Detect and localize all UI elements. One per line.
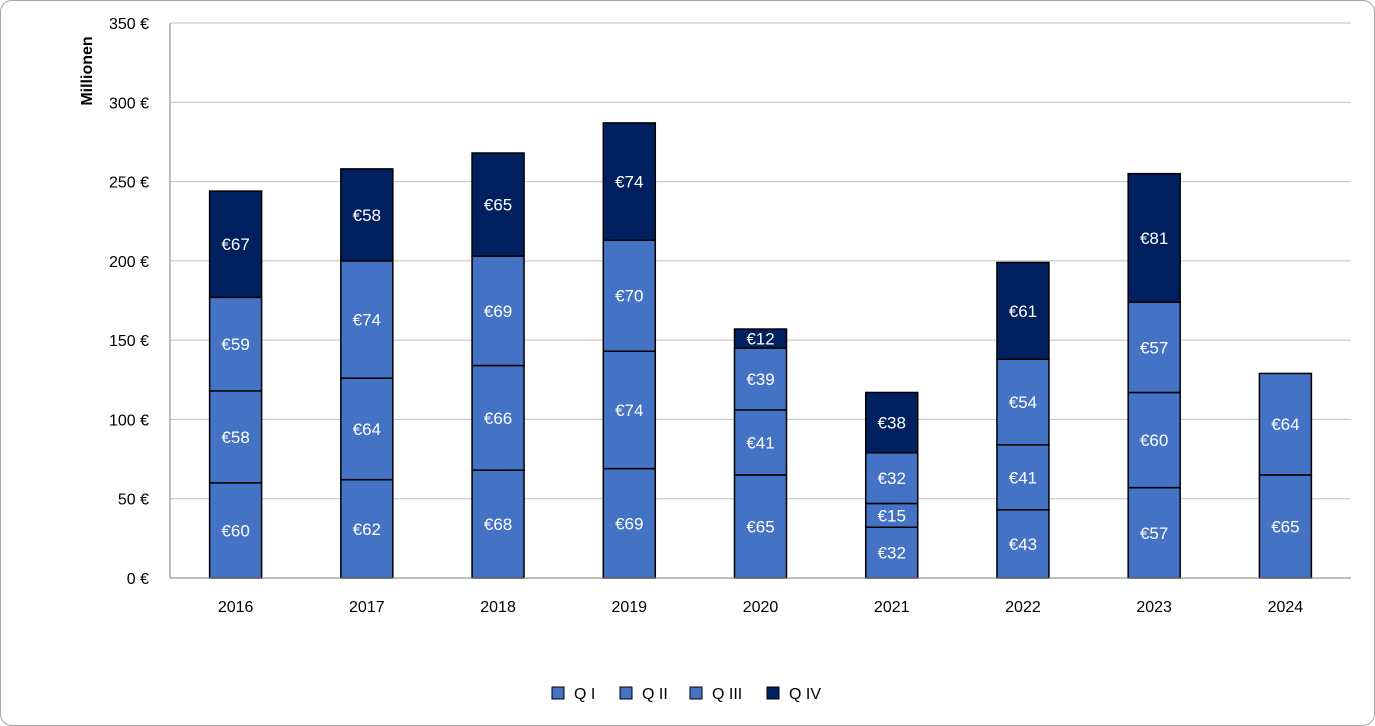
data-label: €74 xyxy=(615,173,643,192)
legend-item: Q I xyxy=(551,686,595,703)
data-label: €58 xyxy=(221,428,249,447)
data-label: €69 xyxy=(615,514,643,533)
data-label: €43 xyxy=(1009,535,1037,554)
bars: €60 €58 €59 €67 €62 €64 €74 €58 €68 €66 €69 €65 €69 €… xyxy=(208,122,1313,579)
bar-segment xyxy=(1127,172,1181,303)
x-tick-label: 2021 xyxy=(874,599,910,616)
bar-segment xyxy=(996,261,1050,360)
data-label: €57 xyxy=(1140,338,1168,357)
data-label: €74 xyxy=(615,401,643,420)
data-label: €60 xyxy=(221,521,249,540)
legend-label: Q II xyxy=(642,686,668,703)
data-label: €65 xyxy=(1271,517,1299,536)
y-tick-label: 150 € xyxy=(109,333,149,350)
x-tick-label: 2022 xyxy=(1005,599,1041,616)
bar-segment xyxy=(340,260,394,379)
bar-segment xyxy=(208,190,263,299)
legend-item: Q IV xyxy=(766,686,821,703)
legend-swatch xyxy=(766,686,780,700)
data-label: €65 xyxy=(484,196,512,215)
bar-segment xyxy=(1127,391,1181,489)
y-axis: 0 € 50 € 100 € 150 € 200 € 250 € 300 € 350 € xyxy=(109,16,171,588)
data-label: €68 xyxy=(484,515,512,534)
bar-segment xyxy=(208,296,263,392)
bar-segment xyxy=(996,509,1050,579)
bar-segment xyxy=(1127,486,1181,579)
bar-segment xyxy=(733,347,788,411)
y-axis-title: Millionen xyxy=(79,36,96,105)
bar-segment xyxy=(1258,474,1313,579)
legend-swatch xyxy=(551,686,565,700)
y-tick-label: 350 € xyxy=(109,16,149,33)
bar-segment xyxy=(340,168,394,262)
data-label: €15 xyxy=(878,506,906,525)
x-tick-label: 2019 xyxy=(611,599,647,616)
x-tick-label: 2016 xyxy=(218,599,254,616)
legend-swatch xyxy=(689,686,703,700)
bar-segment xyxy=(996,358,1050,446)
bar-segment xyxy=(1127,301,1181,394)
data-label: €38 xyxy=(878,414,906,433)
x-tick-label: 2017 xyxy=(349,599,385,616)
legend-label: Q IV xyxy=(789,686,821,703)
bar-segment xyxy=(471,255,525,367)
y-tick-label: 250 € xyxy=(109,175,149,192)
bar-segment xyxy=(733,409,788,476)
data-label: €69 xyxy=(484,302,512,321)
x-tick-label: 2018 xyxy=(480,599,516,616)
legend-item: Q III xyxy=(689,686,742,703)
y-tick-label: 50 € xyxy=(118,492,149,509)
data-label: €57 xyxy=(1140,524,1168,543)
data-label: €64 xyxy=(353,420,381,439)
data-label: €41 xyxy=(1009,468,1037,487)
bar-segment xyxy=(864,451,919,505)
x-tick-label: 2024 xyxy=(1268,599,1304,616)
y-tick-label: 0 € xyxy=(127,571,149,588)
x-axis: 2016 2017 2018 2019 2020 2021 2022 2023 2024 xyxy=(170,577,1351,616)
y-tick-label: 200 € xyxy=(109,254,149,271)
data-label: €60 xyxy=(1140,431,1168,450)
data-label: €58 xyxy=(353,206,381,225)
data-label: €62 xyxy=(353,520,381,539)
legend-label: Q I xyxy=(574,686,595,703)
x-tick-label: 2020 xyxy=(743,599,779,616)
data-label: €74 xyxy=(353,311,381,330)
bar-segment xyxy=(471,152,525,257)
data-label: €32 xyxy=(878,544,906,563)
data-label: €32 xyxy=(878,469,906,488)
bar-segment xyxy=(733,328,788,349)
data-label: €67 xyxy=(221,235,249,254)
data-label: €70 xyxy=(615,287,643,306)
data-label: €59 xyxy=(221,335,249,354)
data-label: €66 xyxy=(484,409,512,428)
data-label: €54 xyxy=(1009,393,1037,412)
x-tick-label: 2023 xyxy=(1136,599,1172,616)
data-label: €81 xyxy=(1140,229,1168,248)
bar-segment xyxy=(602,122,657,241)
bar-segment xyxy=(602,467,657,579)
data-label: €64 xyxy=(1271,415,1299,434)
data-label: €65 xyxy=(746,517,774,536)
data-label: €61 xyxy=(1009,302,1037,321)
bar-segment xyxy=(1258,372,1313,476)
bar-segment xyxy=(733,474,788,579)
y-tick-label: 100 € xyxy=(109,412,149,429)
data-label: €41 xyxy=(746,433,774,452)
bar-segment xyxy=(340,478,394,579)
legend-swatch xyxy=(619,686,633,700)
data-label: €12 xyxy=(746,330,774,349)
data-label: €39 xyxy=(746,370,774,389)
legend: Q I Q II Q III Q IV xyxy=(551,686,821,703)
legend-label: Q III xyxy=(712,686,742,703)
legend-item: Q II xyxy=(619,686,668,703)
bar-segment xyxy=(602,350,657,470)
bar-segment xyxy=(996,444,1050,511)
y-tick-label: 300 € xyxy=(109,95,149,112)
bar-segment xyxy=(864,391,919,454)
bar-segment xyxy=(602,239,657,352)
